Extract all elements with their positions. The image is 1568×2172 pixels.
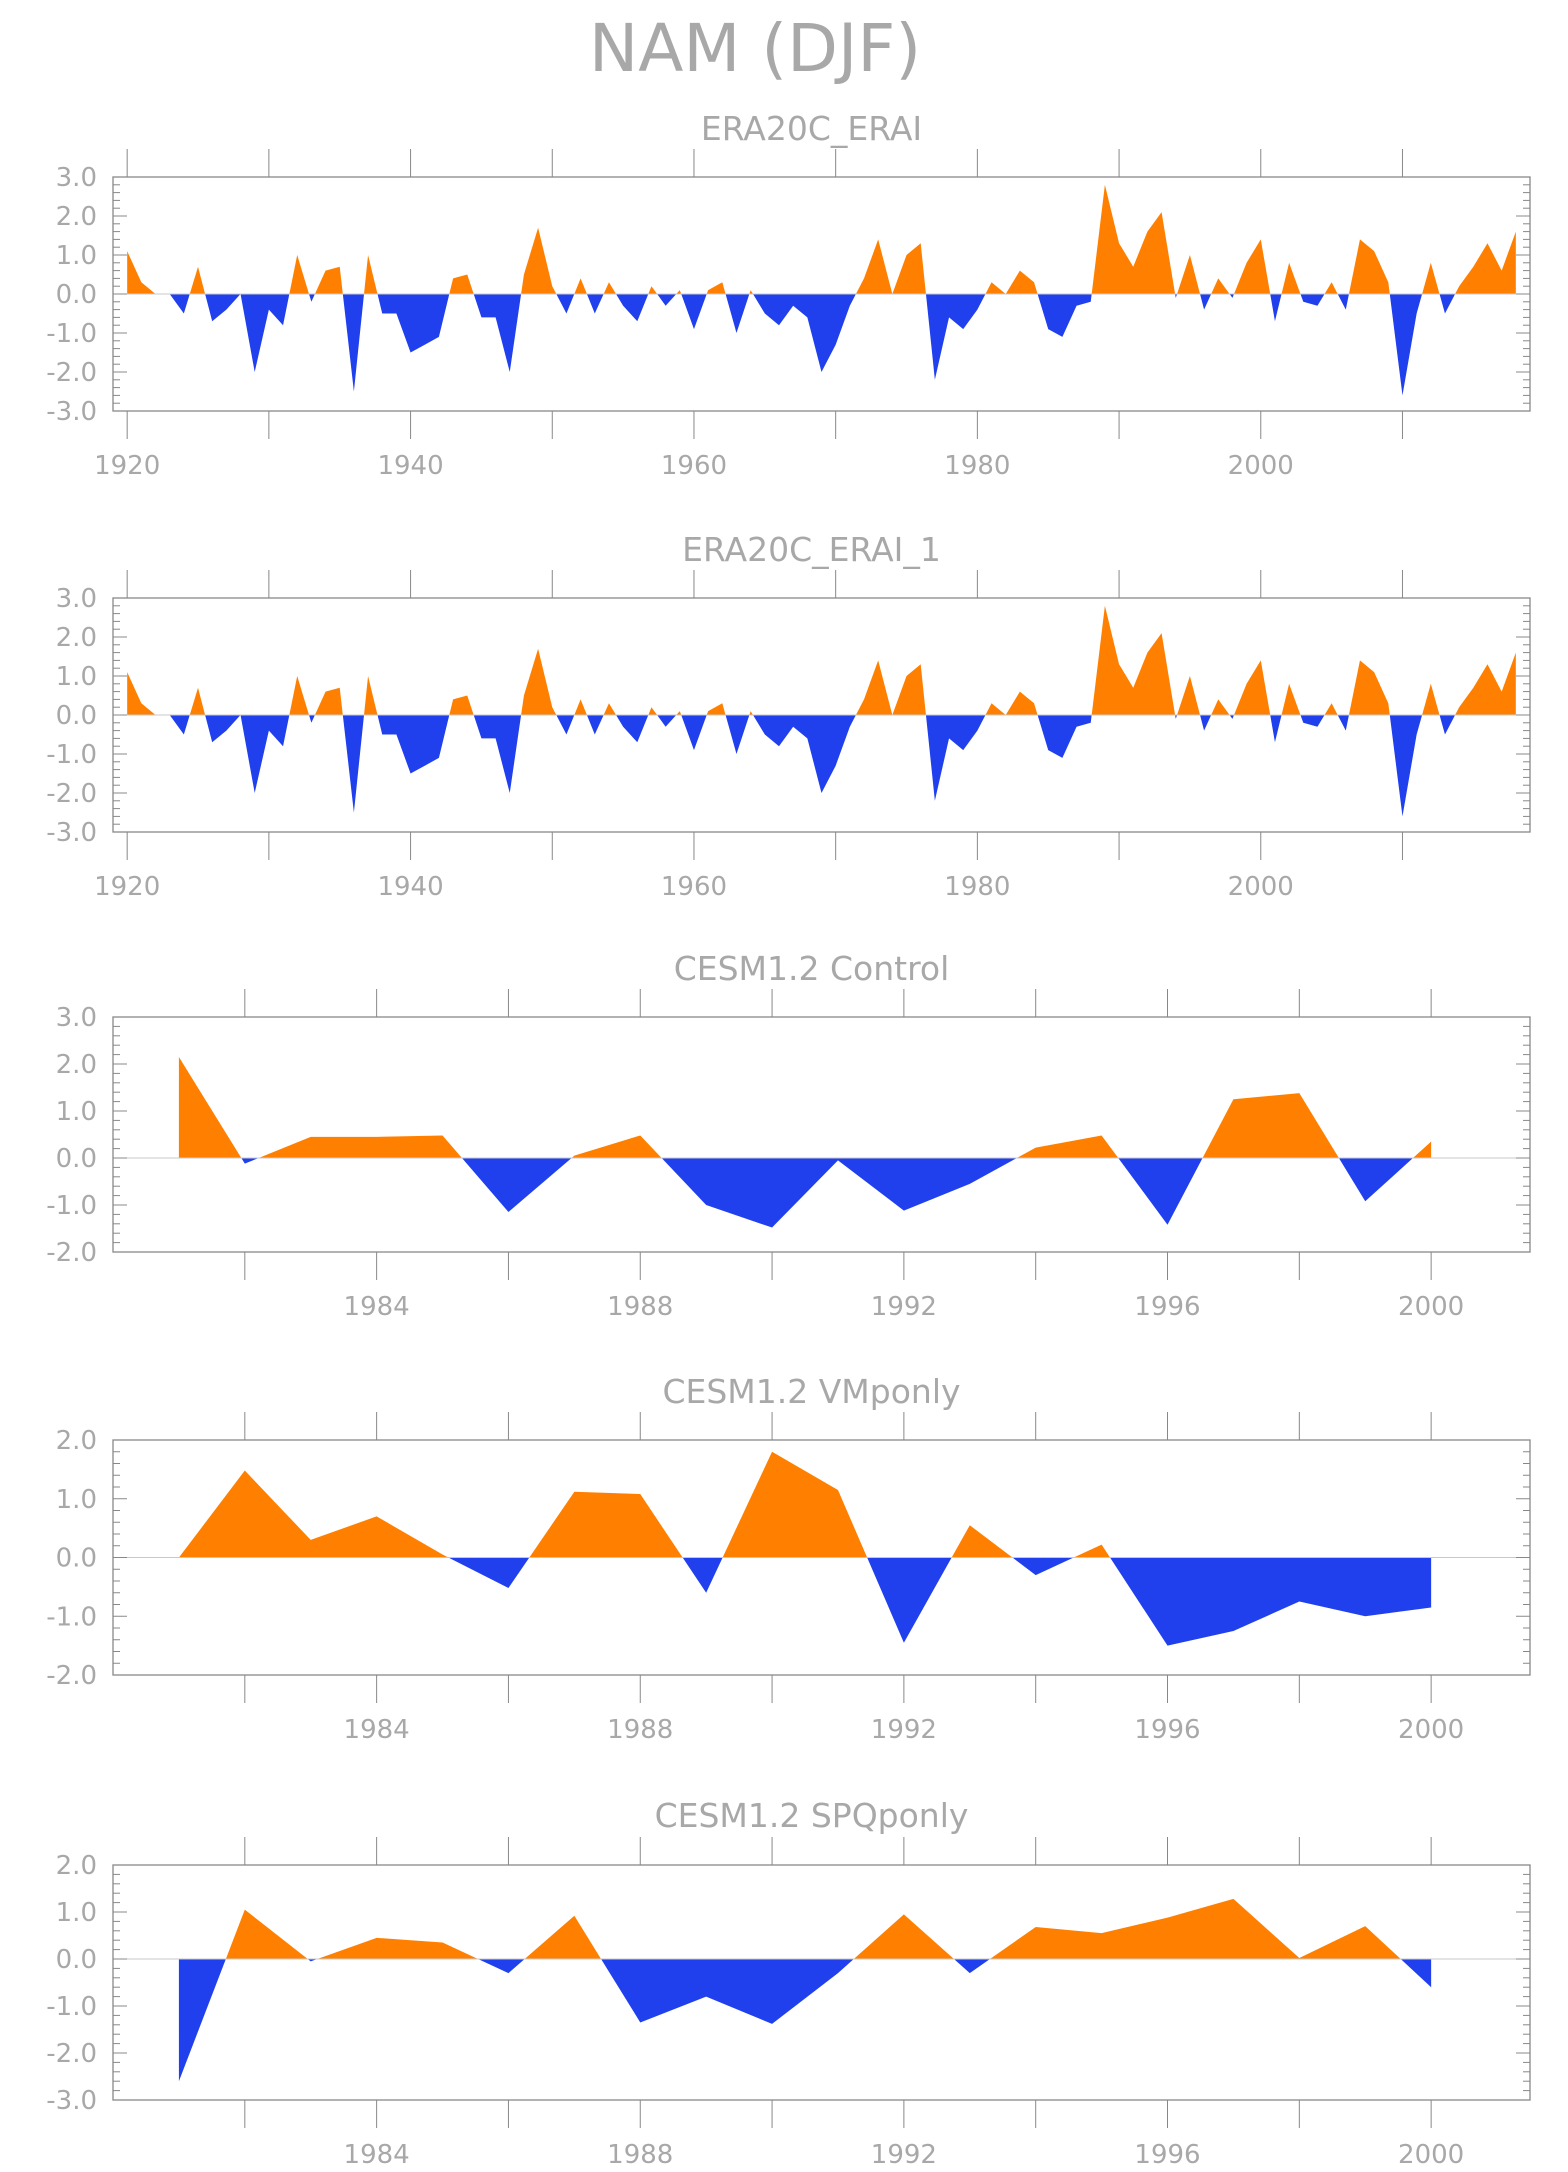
plot-frame — [112, 1864, 1531, 2101]
x-tick-label: 1940 — [377, 451, 443, 481]
panel-title: ERA20C_ERAI_1 — [682, 530, 941, 569]
positive-area — [127, 184, 1516, 294]
positive-area — [178, 1898, 1432, 1959]
y-tick-label: 3.0 — [56, 1003, 97, 1033]
y-tick-label: 0.0 — [56, 701, 97, 731]
x-tick-label: 1940 — [377, 872, 443, 902]
figure-title: NAM (DJF) — [589, 10, 921, 87]
negative-area — [127, 715, 1516, 817]
panel-title: CESM1.2 VMponly — [662, 1372, 960, 1411]
x-tick-label: 1988 — [607, 2140, 673, 2170]
y-tick-label: 2.0 — [56, 1426, 97, 1456]
y-tick-label: -1.0 — [46, 319, 97, 349]
panel-title: ERA20C_ERAI — [701, 109, 922, 148]
y-tick-label: 0.0 — [56, 1945, 97, 1975]
panel-title: CESM1.2 SPQponly — [655, 1796, 969, 1835]
x-tick-label: 1984 — [344, 1292, 410, 1322]
positive-area — [127, 605, 1516, 715]
y-tick-label: 1.0 — [56, 1097, 97, 1127]
y-tick-label: 0.0 — [56, 280, 97, 310]
y-tick-label: -3.0 — [46, 397, 97, 427]
negative-area — [127, 294, 1516, 396]
x-tick-label: 1988 — [607, 1292, 673, 1322]
x-tick-label: 1980 — [944, 451, 1010, 481]
plot-frame — [112, 1016, 1531, 1253]
x-tick-label: 2000 — [1228, 451, 1294, 481]
x-tick-label: 1996 — [1134, 1292, 1200, 1322]
y-tick-label: -1.0 — [46, 1992, 97, 2022]
chart-panel: ERA20C_ERAI_1 3.0 2.0 1.0 0.0 -1.0 -2.0 -3.0 192… — [46, 530, 1531, 902]
y-tick-label: -2.0 — [46, 2039, 97, 2069]
y-tick-label: 2.0 — [56, 1851, 97, 1881]
y-tick-label: 3.0 — [56, 584, 97, 614]
y-tick-label: -2.0 — [46, 1661, 97, 1691]
x-tick-label: 1920 — [94, 451, 160, 481]
y-tick-label: 0.0 — [56, 1144, 97, 1174]
x-tick-label: 2000 — [1398, 2140, 1464, 2170]
y-tick-label: -1.0 — [46, 740, 97, 770]
y-tick-label: -2.0 — [46, 358, 97, 388]
chart-panel: CESM1.2 SPQponly 2.0 1.0 0.0 -1.0 -2.0 -3.0 198… — [46, 1796, 1531, 2170]
x-tick-label: 1960 — [661, 451, 727, 481]
y-tick-label: 2.0 — [56, 623, 97, 653]
y-tick-label: 1.0 — [56, 1898, 97, 1928]
negative-area — [178, 1557, 1432, 1646]
x-tick-label: 1960 — [661, 872, 727, 902]
y-tick-label: 2.0 — [56, 1050, 97, 1080]
x-tick-label: 1988 — [607, 1715, 673, 1745]
y-tick-label: -2.0 — [46, 779, 97, 809]
x-tick-label: 2000 — [1398, 1292, 1464, 1322]
y-tick-label: -3.0 — [46, 818, 97, 848]
negative-area — [178, 1158, 1432, 1228]
positive-area — [178, 1056, 1432, 1158]
x-tick-label: 1996 — [1134, 1715, 1200, 1745]
chart-panel: CESM1.2 VMponly 2.0 1.0 0.0 -1.0 -2.0 1984 1988… — [46, 1372, 1531, 1745]
x-tick-label: 1992 — [871, 1292, 937, 1322]
y-tick-label: -2.0 — [46, 1238, 97, 1268]
x-tick-label: 1984 — [344, 1715, 410, 1745]
negative-area — [178, 1959, 1432, 2082]
y-tick-label: -1.0 — [46, 1602, 97, 1632]
y-tick-label: -1.0 — [46, 1191, 97, 1221]
y-tick-label: 0.0 — [56, 1544, 97, 1574]
y-tick-label: 1.0 — [56, 662, 97, 692]
x-tick-label: 1920 — [94, 872, 160, 902]
y-tick-label: 3.0 — [56, 163, 97, 193]
x-tick-label: 1980 — [944, 872, 1010, 902]
chart-panel: ERA20C_ERAI 3.0 2.0 1.0 0.0 -1.0 -2.0 -3.0 1920 1… — [46, 109, 1531, 481]
x-tick-label: 1992 — [871, 1715, 937, 1745]
y-tick-label: -3.0 — [46, 2086, 97, 2116]
panel-title: CESM1.2 Control — [674, 949, 950, 988]
panels-container: ERA20C_ERAI 3.0 2.0 1.0 0.0 -1.0 -2.0 -3.0 1920 1… — [46, 109, 1531, 2170]
y-tick-label: 2.0 — [56, 202, 97, 232]
y-tick-label: 1.0 — [56, 1485, 97, 1515]
x-tick-label: 1992 — [871, 2140, 937, 2170]
y-tick-label: 1.0 — [56, 241, 97, 271]
x-tick-label: 1996 — [1134, 2140, 1200, 2170]
x-tick-label: 1984 — [344, 2140, 410, 2170]
x-tick-label: 2000 — [1228, 872, 1294, 902]
x-tick-label: 2000 — [1398, 1715, 1464, 1745]
chart-panel: CESM1.2 Control 3.0 2.0 1.0 0.0 -1.0 -2.0 1984 1… — [46, 949, 1531, 1322]
positive-area — [178, 1451, 1432, 1558]
